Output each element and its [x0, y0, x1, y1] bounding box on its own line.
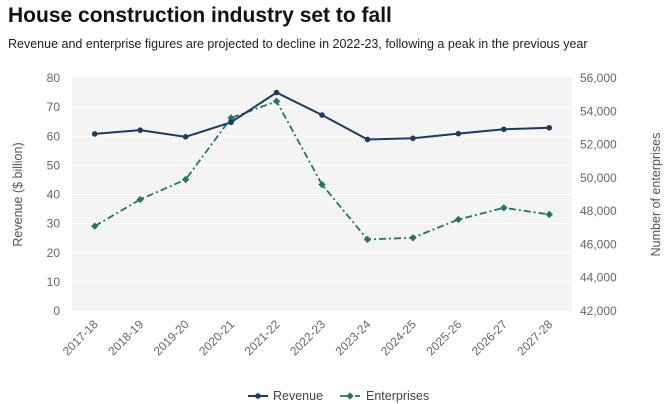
- x-tick-label: 2019-20: [151, 317, 192, 358]
- y-tick-label: 70: [47, 100, 61, 114]
- y2-tick-label: 48,000: [580, 204, 617, 218]
- y2-tick-label: 46,000: [580, 237, 617, 251]
- legend-marker-revenue: [255, 393, 261, 399]
- legend-marker-enterprises: [346, 392, 354, 400]
- data-point-revenue: [228, 119, 234, 126]
- y2-tick-label: 56,000: [580, 71, 617, 85]
- y2-tick-label: 52,000: [580, 138, 617, 152]
- x-tick-label: 2020-21: [196, 317, 237, 358]
- data-point-enterprises: [91, 222, 99, 230]
- data-point-enterprises: [227, 114, 235, 122]
- y-tick-label: 0: [53, 304, 60, 318]
- y2-axis-title: Number of enterprises: [649, 133, 663, 257]
- y-tick-label: 50: [47, 158, 61, 172]
- data-point-enterprises: [500, 204, 508, 212]
- legend-label-enterprises: Enterprises: [366, 389, 429, 403]
- chart-title: House construction industry set to fall: [8, 4, 392, 27]
- legend-label-revenue: Revenue: [273, 389, 323, 403]
- y-tick-label: 20: [47, 246, 61, 260]
- y-tick-label: 10: [47, 275, 61, 289]
- data-point-revenue: [273, 89, 280, 96]
- data-point-revenue: [182, 134, 189, 140]
- series-line-enterprises: [94, 100, 550, 241]
- data-point-revenue: [364, 136, 371, 143]
- data-point-revenue: [137, 127, 143, 133]
- y-axis-title: Revenue ($ billion): [11, 142, 25, 246]
- data-point-revenue: [319, 112, 325, 118]
- data-point-enterprises: [545, 210, 553, 219]
- y-tick-label: 40: [47, 188, 61, 202]
- y2-tick-label: 54,000: [580, 104, 617, 118]
- data-point-revenue: [501, 126, 507, 133]
- data-point-enterprises: [136, 195, 144, 204]
- x-tick-label: 2024-25: [378, 317, 419, 358]
- chart-subtitle: Revenue and enterprise figures are proje…: [8, 37, 588, 51]
- x-tick-label: 2023-24: [333, 317, 374, 358]
- data-point-revenue: [91, 131, 98, 137]
- data-point-enterprises: [363, 235, 372, 244]
- y2-tick-label: 50,000: [580, 171, 617, 185]
- x-tick-label: 2027-28: [514, 317, 555, 358]
- x-tick-label: 2021-22: [242, 317, 283, 358]
- y-tick-label: 80: [47, 71, 61, 85]
- data-point-revenue: [455, 130, 462, 137]
- x-tick-label: 2018-19: [105, 317, 146, 358]
- x-tick-label: 2017-18: [60, 317, 101, 358]
- y-tick-label: 30: [47, 217, 61, 231]
- data-point-revenue: [546, 125, 553, 131]
- y-tick-label: 60: [47, 129, 61, 143]
- x-tick-label: 2025-26: [423, 317, 464, 358]
- x-tick-label: 2026-27: [469, 317, 510, 358]
- y2-tick-label: 44,000: [580, 271, 617, 285]
- x-tick-label: 2022-23: [287, 317, 328, 358]
- y2-tick-label: 42,000: [580, 304, 617, 318]
- data-point-revenue: [410, 135, 416, 142]
